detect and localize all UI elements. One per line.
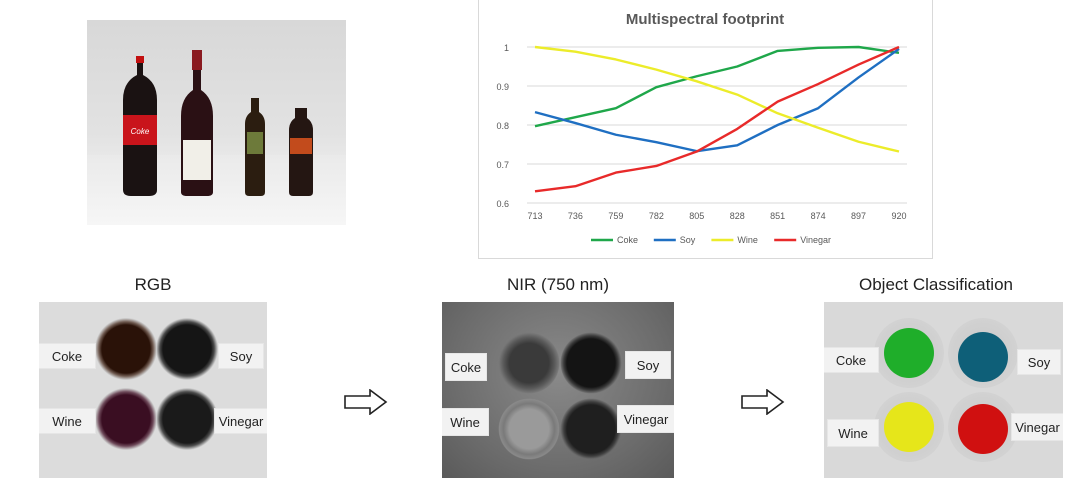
classification-title: Object Classification (858, 275, 1013, 294)
arrow-right-icon (741, 389, 785, 415)
class-wine-label: Wine (828, 420, 878, 446)
series-line-vinegar (534, 45, 900, 193)
y-tick-label: 1 (504, 43, 509, 53)
x-tick-label: 828 (730, 211, 745, 221)
x-tick-label: 736 (568, 211, 583, 221)
chart-title: Multispectral footprint (626, 11, 784, 28)
class-soy-blob (958, 332, 1008, 382)
multispectral-chart: Multispectral footprint 0.6 0.7 0.8 0.9 1 71… (478, 0, 933, 259)
x-tick-label: 805 (689, 211, 704, 221)
rgb-title: RGB (134, 275, 172, 294)
soy-cup (156, 318, 218, 380)
nir-vinegar-cup (560, 398, 622, 460)
nir-soy-label: Soy (626, 352, 670, 378)
coke-cup (95, 318, 157, 380)
nir-soy-cup (560, 332, 622, 394)
y-tick-label: 0.8 (496, 121, 509, 131)
class-wine-blob (884, 402, 934, 452)
nir-vinegar-label: Vinegar (618, 406, 674, 432)
chart-canvas: Multispectral footprint 0.6 0.7 0.8 0.9 1 71… (496, 11, 907, 245)
nir-image: Coke Soy Wine Vinegar (442, 302, 674, 478)
series-line-wine (534, 45, 900, 153)
chart-legend: Coke Soy Wine Vinegar (591, 235, 831, 245)
x-tick-label: 713 (527, 211, 542, 221)
x-tick-labels: 713 736 759 782 805 828 851 874 897 920 (527, 211, 906, 221)
y-tick-label: 0.9 (496, 82, 509, 92)
nir-wine-cup (498, 398, 560, 460)
classification-image: Coke Soy Wine Vinegar (824, 302, 1063, 478)
series-line-coke (534, 45, 900, 128)
class-vinegar-blob (958, 404, 1008, 454)
chart-series (534, 45, 900, 193)
coke-label: Coke (39, 344, 95, 368)
y-tick-label: 0.7 (496, 160, 509, 170)
legend-label: Vinegar (800, 235, 831, 245)
x-tick-label: 874 (811, 211, 826, 221)
y-tick-labels: 0.6 0.7 0.8 0.9 1 (496, 43, 509, 209)
legend-label: Soy (680, 235, 696, 245)
class-coke-label: Coke (824, 348, 878, 372)
class-vinegar-label: Vinegar (1012, 414, 1063, 440)
soy-label: Soy (219, 344, 263, 368)
x-tick-label: 920 (891, 211, 906, 221)
x-tick-label: 897 (851, 211, 866, 221)
vinegar-cup (156, 388, 218, 450)
wine-label: Wine (39, 409, 95, 433)
nir-wine-label: Wine (442, 409, 488, 435)
series-line-soy (534, 47, 900, 153)
bottles-illustration: Coke (123, 50, 313, 196)
bottles-photo: Coke (87, 20, 346, 225)
nir-coke-cup (498, 332, 560, 394)
nir-coke-label: Coke (446, 354, 486, 380)
y-tick-label: 0.6 (496, 199, 509, 209)
wine-cup (95, 388, 157, 450)
legend-label: Wine (737, 235, 758, 245)
nir-title: NIR (750 nm) (506, 275, 610, 294)
svg-text:Coke: Coke (131, 127, 150, 136)
class-soy-label: Soy (1018, 350, 1060, 374)
class-coke-blob (884, 328, 934, 378)
x-tick-label: 851 (770, 211, 785, 221)
arrow-right-icon (344, 389, 388, 415)
x-tick-label: 782 (649, 211, 664, 221)
legend-label: Coke (617, 235, 638, 245)
vinegar-label: Vinegar (215, 409, 267, 433)
x-tick-label: 759 (608, 211, 623, 221)
rgb-image: Coke Soy Wine Vinegar (39, 302, 267, 478)
